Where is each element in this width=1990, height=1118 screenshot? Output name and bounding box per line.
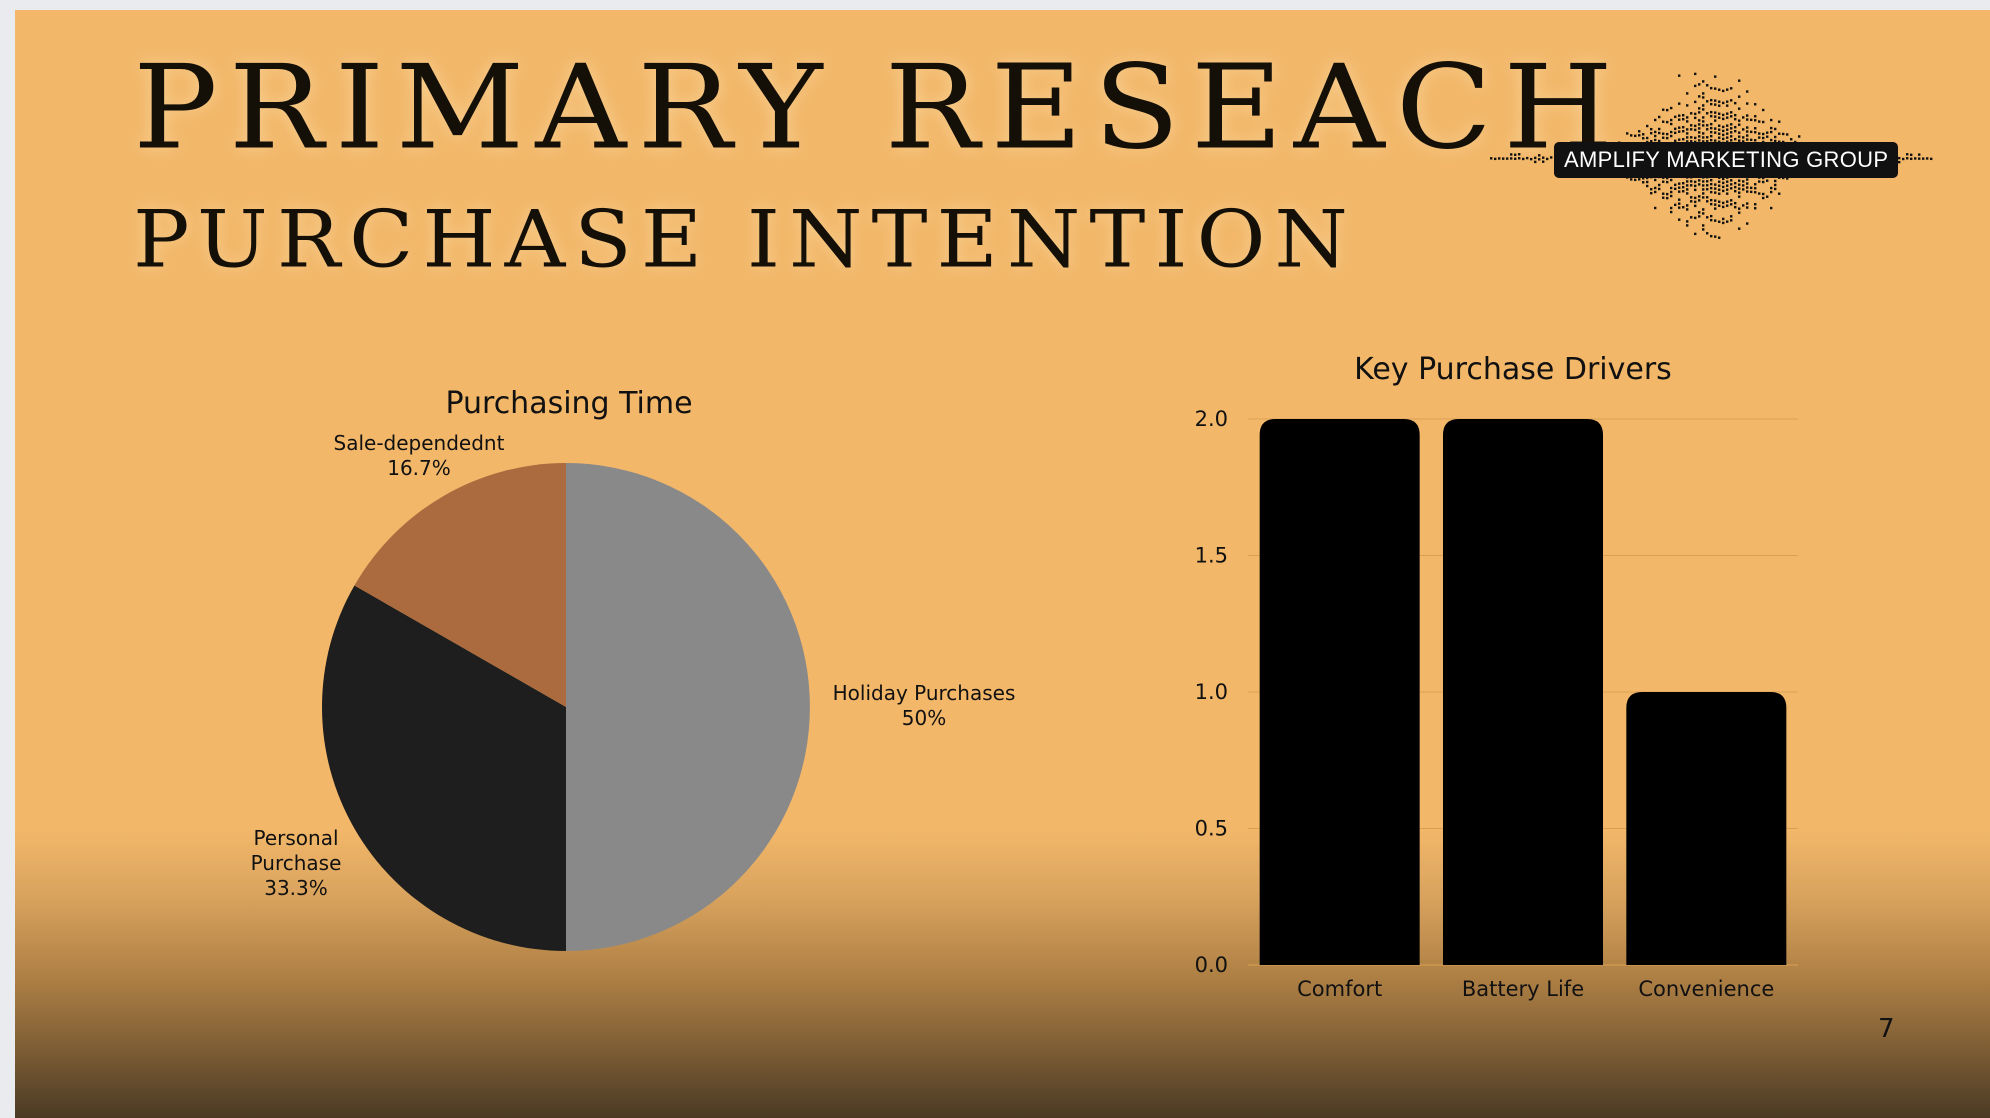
page-number: 7 [1878,1014,1895,1044]
y-tick-label: 1.0 [1195,680,1228,704]
x-tick-label-comfort: Comfort [1297,977,1382,1001]
bar-chart-title: Key Purchase Drivers [1354,352,1672,387]
purchasing-time-pie-chart: Purchasing Time Holiday Purchases 50% Pers… [251,386,1016,951]
pie-label-personal-purchase: Personal Purchase 33.3% [251,826,342,900]
key-purchase-drivers-bar-chart: Key Purchase Drivers 0.0 0.5 1.0 1.5 2.0 Com… [1195,352,1798,1001]
y-tick-label: 1.5 [1195,544,1228,568]
pie-value-holiday-purchases: 50% [902,706,946,730]
y-tick-label: 0.0 [1195,953,1228,977]
amplify-logo: AMPLIFY MARKETING GROUP [1470,35,1950,275]
pie-slice-personal-purchase [322,585,566,951]
y-tick-label: 0.5 [1195,817,1228,841]
pie-slice-holiday-purchases [566,463,810,951]
page-subtitle: PURCHASE INTENTION [133,193,1357,286]
pie-value-personal-purchase: 33.3% [264,876,328,900]
bar-convenience [1626,692,1787,965]
x-tick-label-convenience: Convenience [1638,977,1774,1001]
pie-label-sale-dependednt: Sale-dependednt 16.7% [334,431,505,480]
pie-slice-sale-dependednt [354,463,566,707]
bar-comfort [1259,419,1420,965]
bar-battery-life [1443,419,1603,965]
slide: PRIMARY RESEACH PURCHASE INTENTION AMPLI… [15,10,1990,1118]
logo-label: AMPLIFY MARKETING GROUP [1554,142,1899,178]
page-title: PRIMARY RESEACH [133,39,1625,176]
x-tick-label-battery-life: Battery Life [1462,977,1584,1001]
pie-label-holiday-purchases: Holiday Purchases 50% [833,681,1016,730]
pie-value-sale-dependednt: 16.7% [387,456,451,480]
pie-chart-title: Purchasing Time [445,386,692,421]
y-tick-label: 2.0 [1195,407,1228,431]
